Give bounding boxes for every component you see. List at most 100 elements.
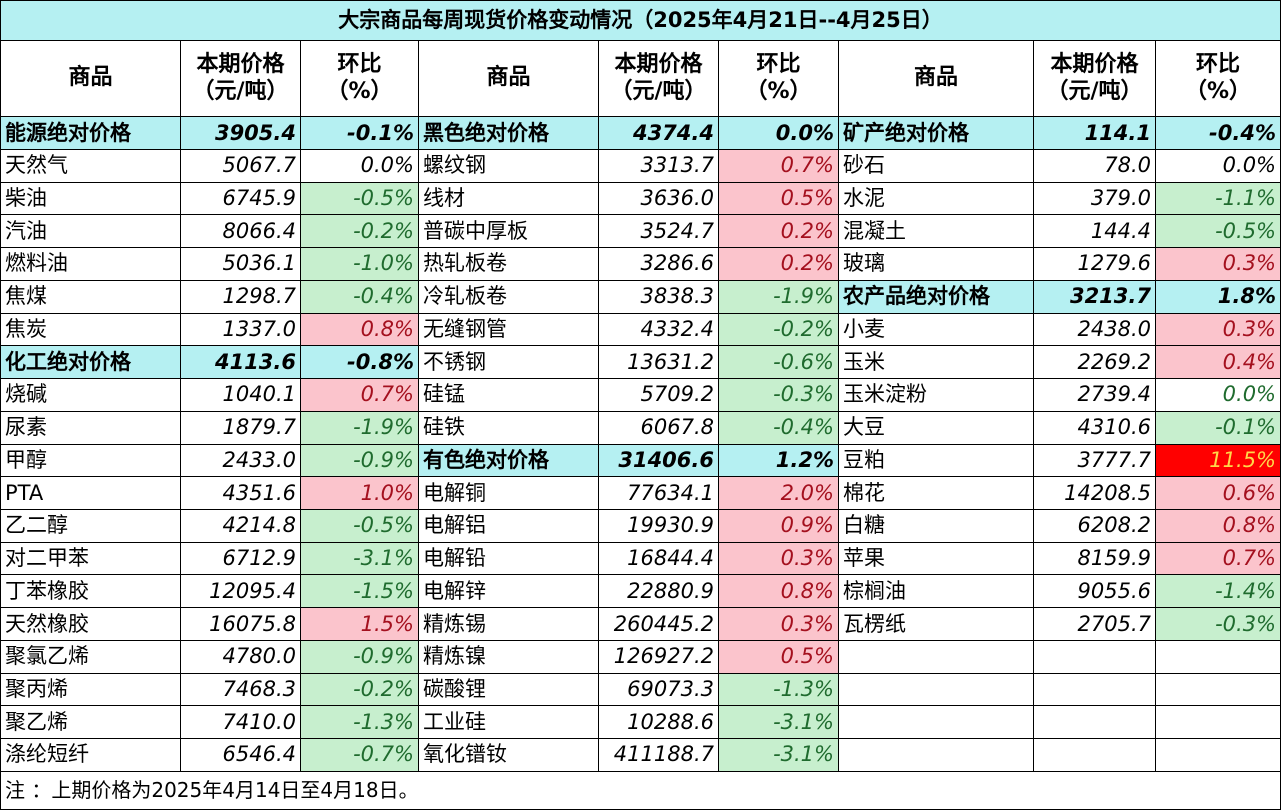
change-cell[interactable]: -1.5% xyxy=(300,574,419,609)
change-cell[interactable]: -1.4% xyxy=(1154,574,1282,609)
header-change[interactable]: 环比 （%） xyxy=(1154,40,1282,118)
change-cell[interactable]: 0.0% xyxy=(718,116,839,150)
commodity-name-cell[interactable]: 电解锌 xyxy=(418,574,599,609)
commodity-name-cell[interactable]: 棉花 xyxy=(838,476,1034,510)
commodity-name-cell[interactable]: 无缝钢管 xyxy=(418,312,599,347)
commodity-name-cell[interactable]: 线材 xyxy=(418,181,599,216)
commodity-name-cell[interactable]: 冷轧板卷 xyxy=(418,279,599,314)
header-commodity[interactable]: 商品 xyxy=(0,40,181,118)
price-cell[interactable]: 6546.4 xyxy=(180,738,301,772)
change-cell[interactable]: 0.2% xyxy=(718,214,839,249)
change-cell[interactable]: -0.1% xyxy=(300,116,419,150)
empty-cell[interactable] xyxy=(1033,639,1156,674)
price-cell[interactable]: 8066.4 xyxy=(180,214,301,249)
price-cell[interactable]: 3777.7 xyxy=(1033,443,1156,478)
commodity-name-cell[interactable]: 聚乙烯 xyxy=(0,705,181,740)
change-cell[interactable]: -0.9% xyxy=(300,443,419,478)
change-cell[interactable]: 0.3% xyxy=(718,541,839,576)
price-cell[interactable]: 2705.7 xyxy=(1033,607,1156,641)
commodity-name-cell[interactable]: 聚氯乙烯 xyxy=(0,639,181,674)
price-cell[interactable]: 13631.2 xyxy=(598,345,719,380)
commodity-name-cell[interactable]: 大豆 xyxy=(838,410,1034,445)
price-cell[interactable]: 3286.6 xyxy=(598,247,719,281)
commodity-name-cell[interactable]: 混凝土 xyxy=(838,214,1034,249)
empty-cell[interactable] xyxy=(1154,639,1282,674)
commodity-name-cell[interactable]: 苹果 xyxy=(838,541,1034,576)
change-cell[interactable]: -0.5% xyxy=(300,508,419,543)
header-price[interactable]: 本期价格 （元/吨） xyxy=(598,40,719,118)
price-cell[interactable]: 5067.7 xyxy=(180,148,301,183)
category-name-cell[interactable]: 能源绝对价格 xyxy=(0,116,181,150)
change-cell[interactable]: -0.4% xyxy=(718,410,839,445)
price-cell[interactable]: 411188.7 xyxy=(598,738,719,772)
price-cell[interactable]: 2739.4 xyxy=(1033,378,1156,412)
change-cell[interactable]: -0.2% xyxy=(718,312,839,347)
price-cell[interactable]: 69073.3 xyxy=(598,672,719,707)
price-cell[interactable]: 3838.3 xyxy=(598,279,719,314)
price-cell[interactable]: 14208.5 xyxy=(1033,476,1156,510)
change-cell[interactable]: -0.5% xyxy=(300,181,419,216)
header-commodity[interactable]: 商品 xyxy=(838,40,1034,118)
commodity-name-cell[interactable]: 乙二醇 xyxy=(0,508,181,543)
change-cell[interactable]: -0.2% xyxy=(300,214,419,249)
price-cell[interactable]: 19930.9 xyxy=(598,508,719,543)
category-name-cell[interactable]: 农产品绝对价格 xyxy=(838,279,1034,314)
price-cell[interactable]: 3313.7 xyxy=(598,148,719,183)
price-cell[interactable]: 16075.8 xyxy=(180,607,301,641)
header-price[interactable]: 本期价格 （元/吨） xyxy=(1033,40,1156,118)
price-cell[interactable]: 1337.0 xyxy=(180,312,301,347)
change-cell[interactable]: -0.7% xyxy=(300,738,419,772)
commodity-name-cell[interactable]: 小麦 xyxy=(838,312,1034,347)
commodity-name-cell[interactable]: 氧化镨钕 xyxy=(418,738,599,772)
commodity-name-cell[interactable]: 瓦楞纸 xyxy=(838,607,1034,641)
price-cell[interactable]: 4310.6 xyxy=(1033,410,1156,445)
empty-cell[interactable] xyxy=(1033,738,1156,772)
change-cell[interactable]: -3.1% xyxy=(300,541,419,576)
commodity-name-cell[interactable]: 工业硅 xyxy=(418,705,599,740)
commodity-name-cell[interactable]: 精炼锡 xyxy=(418,607,599,641)
commodity-name-cell[interactable]: 棕榈油 xyxy=(838,574,1034,609)
commodity-name-cell[interactable]: 水泥 xyxy=(838,181,1034,216)
commodity-name-cell[interactable]: 天然橡胶 xyxy=(0,607,181,641)
price-cell[interactable]: 1040.1 xyxy=(180,378,301,412)
commodity-name-cell[interactable]: 硅铁 xyxy=(418,410,599,445)
price-cell[interactable]: 2433.0 xyxy=(180,443,301,478)
change-cell[interactable]: 0.7% xyxy=(300,378,419,412)
commodity-name-cell[interactable]: 燃料油 xyxy=(0,247,181,281)
commodity-name-cell[interactable]: PTA xyxy=(0,476,181,510)
change-cell[interactable]: -0.5% xyxy=(1154,214,1282,249)
table-title[interactable]: 大宗商品每周现货价格变动情况（2025年4月21日--4月25日） xyxy=(0,0,1282,42)
commodity-name-cell[interactable]: 对二甲苯 xyxy=(0,541,181,576)
price-cell[interactable]: 126927.2 xyxy=(598,639,719,674)
change-cell[interactable]: 0.7% xyxy=(1154,541,1282,576)
commodity-name-cell[interactable]: 玉米淀粉 xyxy=(838,378,1034,412)
price-cell[interactable]: 16844.4 xyxy=(598,541,719,576)
change-cell[interactable]: 1.8% xyxy=(1154,279,1282,314)
category-name-cell[interactable]: 矿产绝对价格 xyxy=(838,116,1034,150)
commodity-name-cell[interactable]: 汽油 xyxy=(0,214,181,249)
commodity-name-cell[interactable]: 涤纶短纤 xyxy=(0,738,181,772)
price-cell[interactable]: 6208.2 xyxy=(1033,508,1156,543)
price-cell[interactable]: 4214.8 xyxy=(180,508,301,543)
commodity-name-cell[interactable]: 天然气 xyxy=(0,148,181,183)
change-cell[interactable]: 1.2% xyxy=(718,443,839,478)
change-cell[interactable]: -1.9% xyxy=(300,410,419,445)
change-cell[interactable]: -3.1% xyxy=(718,705,839,740)
price-cell[interactable]: 31406.6 xyxy=(598,443,719,478)
price-cell[interactable]: 4374.4 xyxy=(598,116,719,150)
change-cell[interactable]: 0.5% xyxy=(718,639,839,674)
commodity-name-cell[interactable]: 甲醇 xyxy=(0,443,181,478)
change-cell[interactable]: -1.9% xyxy=(718,279,839,314)
price-cell[interactable]: 5036.1 xyxy=(180,247,301,281)
commodity-name-cell[interactable]: 不锈钢 xyxy=(418,345,599,380)
change-cell[interactable]: 0.0% xyxy=(300,148,419,183)
price-cell[interactable]: 22880.9 xyxy=(598,574,719,609)
commodity-name-cell[interactable]: 尿素 xyxy=(0,410,181,445)
commodity-name-cell[interactable]: 精炼镍 xyxy=(418,639,599,674)
price-cell[interactable]: 2438.0 xyxy=(1033,312,1156,347)
empty-cell[interactable] xyxy=(1154,705,1282,740)
change-cell[interactable]: -0.3% xyxy=(1154,607,1282,641)
change-cell[interactable]: 0.0% xyxy=(1154,378,1282,412)
price-cell[interactable]: 1279.6 xyxy=(1033,247,1156,281)
commodity-name-cell[interactable]: 焦煤 xyxy=(0,279,181,314)
